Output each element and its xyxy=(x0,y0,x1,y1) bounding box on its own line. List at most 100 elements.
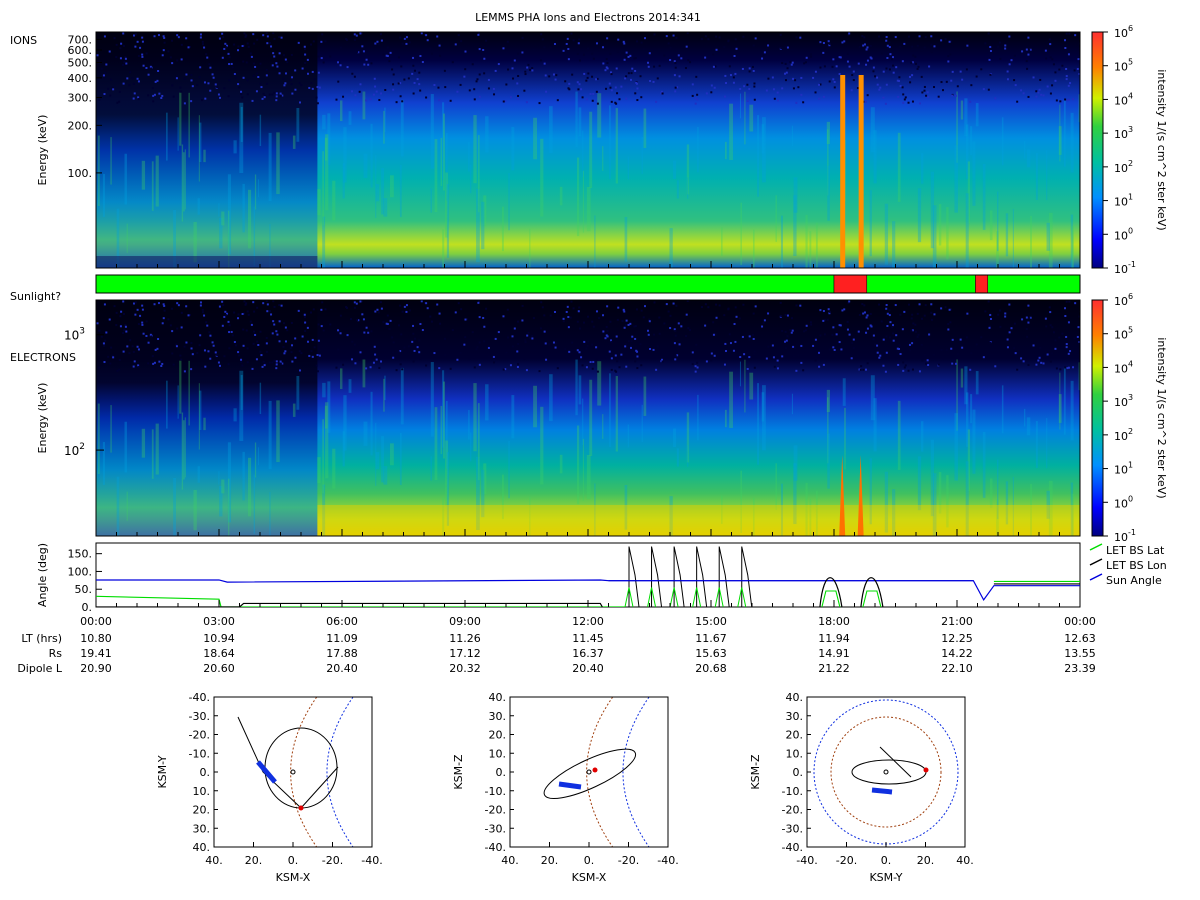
electron-noise xyxy=(259,350,262,353)
ion-noise xyxy=(712,53,715,56)
electron-noise xyxy=(710,359,713,362)
electron-streak xyxy=(381,436,385,483)
ion-ytick-label: 100. xyxy=(68,167,93,180)
electron-noise xyxy=(704,324,707,327)
electron-noise xyxy=(622,308,625,311)
ion-noise xyxy=(578,38,581,41)
electron-noise xyxy=(833,348,836,351)
electron-noise xyxy=(733,322,736,325)
electron-noise xyxy=(246,310,249,313)
electron-streak xyxy=(445,400,448,469)
electron-noise xyxy=(420,300,423,303)
electron-noise xyxy=(183,345,186,348)
electrons-label: ELECTRONS xyxy=(10,351,76,364)
ion-noise xyxy=(1049,56,1052,59)
time-label: 06:00 xyxy=(326,615,358,628)
ion-noise xyxy=(578,83,581,86)
ion-noise xyxy=(265,32,268,35)
electron-noise xyxy=(464,318,467,321)
ion-noise xyxy=(139,46,142,49)
time-label: 09:00 xyxy=(449,615,481,628)
ion-streak xyxy=(1026,149,1031,168)
ion-colorbar-label: intensity 1/(s cm^2 ster keV) xyxy=(1155,69,1168,230)
electron-noise xyxy=(576,320,579,323)
electron-noise xyxy=(460,308,463,311)
ion-noise xyxy=(318,86,321,89)
electron-streak xyxy=(576,425,580,505)
electron-noise xyxy=(214,351,217,354)
electron-noise xyxy=(585,347,588,350)
electron-noise xyxy=(843,308,846,311)
ion-noise xyxy=(531,69,534,72)
electron-noise xyxy=(521,319,524,322)
ion-noise xyxy=(565,42,568,45)
colorbar-tick-label: 100 xyxy=(1114,494,1133,510)
electron-noise xyxy=(620,353,623,356)
ion-noise xyxy=(892,71,895,74)
electron-noise xyxy=(385,322,388,325)
electron-noise xyxy=(103,303,106,306)
ion-noise xyxy=(785,71,788,74)
time-label: 00:00 xyxy=(80,615,112,628)
ion-noise xyxy=(1013,79,1016,82)
ion-noise xyxy=(219,96,222,99)
ion-noise xyxy=(283,84,286,87)
ion-noise xyxy=(784,79,787,82)
ion-noise xyxy=(310,82,313,85)
ion-noise xyxy=(351,90,354,93)
ion-noise xyxy=(921,91,924,94)
electron-noise xyxy=(767,312,770,315)
ion-noise xyxy=(98,98,101,101)
ion-noise xyxy=(647,65,650,68)
electron-streak xyxy=(384,375,386,401)
electron-noise xyxy=(653,333,656,336)
electron-noise xyxy=(202,311,205,314)
electron-noise xyxy=(281,362,284,365)
electron-noise xyxy=(228,331,231,334)
electron-streak xyxy=(342,431,345,467)
electron-streak xyxy=(177,385,179,419)
electron-streak xyxy=(383,378,385,412)
ion-noise xyxy=(188,45,191,48)
electron-streak xyxy=(430,362,434,437)
ion-streak xyxy=(126,223,128,253)
electron-streak xyxy=(938,472,942,514)
ion-streak xyxy=(227,174,232,255)
electron-noise xyxy=(246,361,249,364)
ion-noise xyxy=(439,54,442,57)
electron-noise xyxy=(818,351,821,354)
electron-noise xyxy=(610,357,613,360)
electron-noise xyxy=(360,300,363,303)
ion-noise xyxy=(485,39,488,42)
ion-noise xyxy=(655,100,658,103)
ion-streak xyxy=(348,111,352,125)
saturn-marker xyxy=(586,769,592,775)
electron-noise xyxy=(389,319,392,322)
ion-streak xyxy=(434,139,438,213)
ion-noise xyxy=(261,97,264,100)
orbit-xtick-label: 20. xyxy=(917,854,935,867)
ion-noise xyxy=(353,38,356,41)
electron-noise xyxy=(841,309,844,312)
ion-ytick-label: 400. xyxy=(68,72,93,85)
ion-noise xyxy=(260,86,263,89)
ion-noise xyxy=(303,48,306,51)
electron-noise xyxy=(640,364,643,367)
ion-lowband xyxy=(96,256,318,268)
ion-noise xyxy=(494,69,497,72)
ion-noise xyxy=(113,37,116,40)
ion-noise xyxy=(892,64,895,67)
electron-noise xyxy=(339,332,342,335)
electron-noise xyxy=(237,317,240,320)
electron-noise xyxy=(284,350,287,353)
ion-noise xyxy=(163,36,166,39)
electron-streak xyxy=(586,454,591,500)
electron-noise xyxy=(115,311,118,314)
ion-noise xyxy=(653,33,656,36)
ion-noise xyxy=(272,52,275,55)
electron-noise xyxy=(571,341,574,344)
electron-noise xyxy=(141,323,144,326)
electron-noise xyxy=(107,355,110,358)
electron-noise xyxy=(275,360,278,363)
